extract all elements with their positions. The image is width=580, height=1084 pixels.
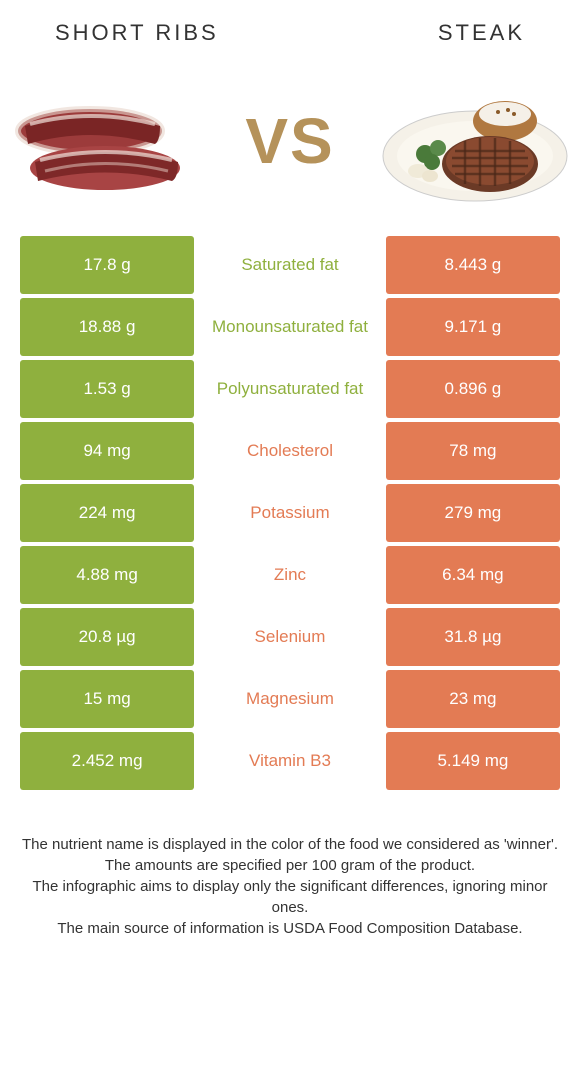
left-value: 20.8 µg bbox=[20, 608, 194, 666]
nutrient-label: Cholesterol bbox=[194, 422, 386, 480]
nutrient-label: Magnesium bbox=[194, 670, 386, 728]
left-value: 4.88 mg bbox=[20, 546, 194, 604]
nutrient-label: Polyunsaturated fat bbox=[194, 360, 386, 418]
left-value: 224 mg bbox=[20, 484, 194, 542]
left-value: 15 mg bbox=[20, 670, 194, 728]
table-row: 224 mgPotassium279 mg bbox=[20, 484, 560, 542]
footer-line: The amounts are specified per 100 gram o… bbox=[18, 855, 562, 876]
table-row: 17.8 gSaturated fat8.443 g bbox=[20, 236, 560, 294]
right-value: 6.34 mg bbox=[386, 546, 560, 604]
right-value: 8.443 g bbox=[386, 236, 560, 294]
right-value: 0.896 g bbox=[386, 360, 560, 418]
nutrient-label: Vitamin B3 bbox=[194, 732, 386, 790]
steak-image bbox=[380, 76, 570, 206]
left-value: 17.8 g bbox=[20, 236, 194, 294]
right-value: 5.149 mg bbox=[386, 732, 560, 790]
table-row: 15 mgMagnesium23 mg bbox=[20, 670, 560, 728]
left-value: 18.88 g bbox=[20, 298, 194, 356]
title-left: Short ribs bbox=[55, 20, 219, 46]
table-row: 4.88 mgZinc6.34 mg bbox=[20, 546, 560, 604]
nutrient-table: 17.8 gSaturated fat8.443 g18.88 gMonouns… bbox=[0, 236, 580, 790]
footer-line: The infographic aims to display only the… bbox=[18, 876, 562, 918]
short-ribs-image bbox=[10, 76, 200, 206]
table-row: 20.8 µgSelenium31.8 µg bbox=[20, 608, 560, 666]
nutrient-label: Saturated fat bbox=[194, 236, 386, 294]
title-right: Steak bbox=[438, 20, 525, 46]
left-value: 2.452 mg bbox=[20, 732, 194, 790]
table-row: 1.53 gPolyunsaturated fat0.896 g bbox=[20, 360, 560, 418]
footer-line: The main source of information is USDA F… bbox=[18, 918, 562, 939]
table-row: 94 mgCholesterol78 mg bbox=[20, 422, 560, 480]
nutrient-label: Potassium bbox=[194, 484, 386, 542]
right-value: 23 mg bbox=[386, 670, 560, 728]
right-value: 279 mg bbox=[386, 484, 560, 542]
header: Short ribs Steak bbox=[0, 0, 580, 56]
table-row: 2.452 mgVitamin B35.149 mg bbox=[20, 732, 560, 790]
vs-label: VS bbox=[245, 104, 334, 178]
table-row: 18.88 gMonounsaturated fat9.171 g bbox=[20, 298, 560, 356]
hero-row: VS bbox=[0, 56, 580, 236]
footer-line: The nutrient name is displayed in the co… bbox=[18, 834, 562, 855]
right-value: 78 mg bbox=[386, 422, 560, 480]
nutrient-label: Monounsaturated fat bbox=[194, 298, 386, 356]
nutrient-label: Zinc bbox=[194, 546, 386, 604]
footer-notes: The nutrient name is displayed in the co… bbox=[0, 794, 580, 939]
left-value: 1.53 g bbox=[20, 360, 194, 418]
right-value: 31.8 µg bbox=[386, 608, 560, 666]
right-value: 9.171 g bbox=[386, 298, 560, 356]
left-value: 94 mg bbox=[20, 422, 194, 480]
nutrient-label: Selenium bbox=[194, 608, 386, 666]
